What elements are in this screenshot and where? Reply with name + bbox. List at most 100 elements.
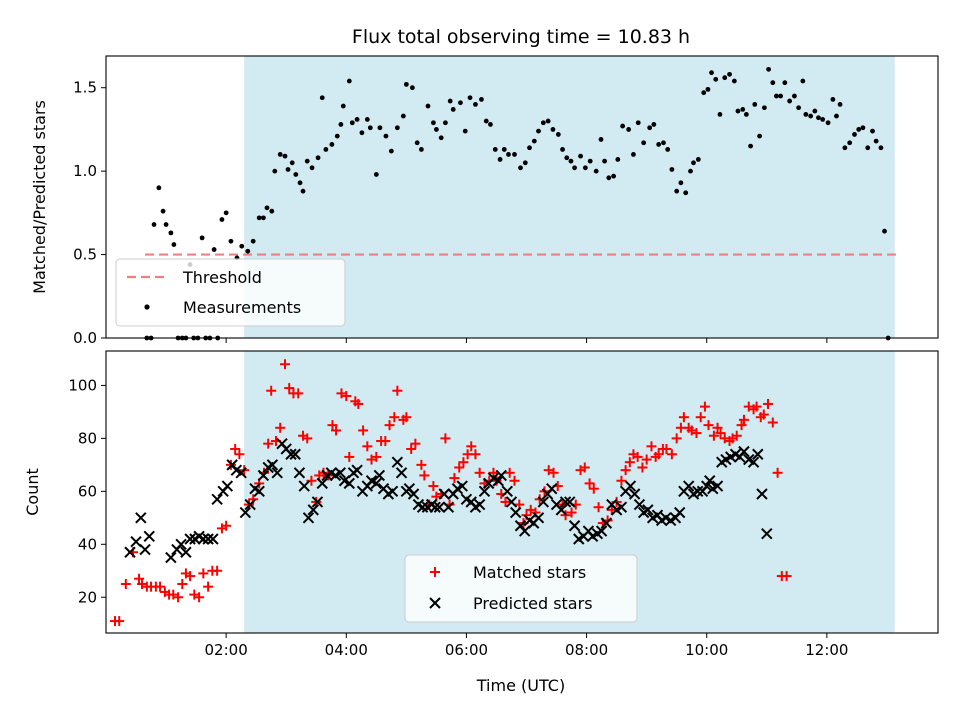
measurement-point <box>272 168 278 174</box>
measurement-point <box>293 172 299 177</box>
measurement-point <box>778 93 784 99</box>
predicted-star-point <box>501 485 513 498</box>
measurement-point <box>160 208 166 214</box>
matched-star-point <box>703 420 714 431</box>
measurement-point <box>752 101 758 107</box>
predicted-star-points <box>124 437 773 564</box>
matched-star-point <box>566 507 577 518</box>
y-tick-label: 40 <box>78 535 97 553</box>
measurement-point <box>545 118 551 124</box>
measurement-point <box>852 132 857 137</box>
predicted-star-point <box>546 482 558 495</box>
measurement-point <box>414 140 420 146</box>
measurement-point <box>171 242 177 247</box>
predicted-star-point <box>756 488 768 500</box>
predicted-star-point <box>139 543 151 556</box>
predicted-star-point <box>595 525 608 537</box>
matched-star-point <box>173 592 184 603</box>
matched-star-point <box>500 496 511 507</box>
measurement-point <box>782 80 788 86</box>
predicted-star-point <box>257 469 270 482</box>
measurement-point <box>647 125 653 131</box>
measurement-point <box>151 222 157 227</box>
predicted-star-point <box>124 546 136 558</box>
predicted-star-point <box>407 488 420 500</box>
measurement-point <box>163 222 169 227</box>
measurement-point <box>825 120 831 126</box>
predicted-star-point <box>244 498 256 511</box>
measurement-point <box>527 145 532 151</box>
matched-star-point <box>758 409 769 420</box>
matched-star-point <box>504 467 515 478</box>
measurement-point <box>631 152 636 157</box>
measurement-point <box>678 180 684 186</box>
measurement-point <box>531 138 537 144</box>
matched-star-point <box>302 433 313 444</box>
measurement-point <box>388 148 394 154</box>
measurement-point <box>757 133 762 139</box>
measurement-point <box>228 238 234 244</box>
measurement-point <box>766 66 771 72</box>
matched-star-point <box>120 579 131 590</box>
predicted-legend-marker <box>429 597 441 609</box>
y-tick-label: 0.0 <box>73 329 97 347</box>
measurement-point <box>606 175 612 181</box>
matched-star-point <box>185 571 196 582</box>
predicted-star-point <box>135 512 147 524</box>
matched-star-point <box>666 449 677 460</box>
predicted-star-point <box>564 496 576 508</box>
y-tick-label: 60 <box>78 482 97 500</box>
matched-star-point <box>762 398 773 409</box>
measurement-point <box>239 243 245 249</box>
predicted-star-point <box>334 467 346 479</box>
predicted-star-point <box>761 527 773 540</box>
predicted-star-point <box>704 475 716 487</box>
predicted-star-point <box>370 477 383 490</box>
observing-window-band-top <box>244 56 895 338</box>
predicted-star-point <box>175 538 187 551</box>
measurement-point <box>661 140 666 146</box>
measurement-point <box>701 90 707 96</box>
measurement-point <box>354 117 360 122</box>
measurement-point <box>598 137 604 142</box>
predicted-star-point <box>438 488 450 500</box>
x-axis-label: Time (UTC) <box>476 676 565 695</box>
matched-star-point <box>266 385 277 396</box>
measurement-point <box>223 210 229 216</box>
measurement-point <box>403 81 409 87</box>
predicted-star-point <box>615 501 628 513</box>
measurement-point <box>865 145 871 151</box>
matched-star-point <box>401 412 412 423</box>
y-tick-label: 20 <box>78 588 97 606</box>
predicted-star-point <box>568 520 581 532</box>
measurement-point <box>593 168 599 174</box>
measurement-point <box>705 86 711 92</box>
matched-star-point <box>194 592 205 603</box>
measurement-point <box>709 70 714 76</box>
predicted-star-point <box>429 501 441 513</box>
measurement-point <box>620 123 626 129</box>
measurement-point <box>394 125 400 131</box>
x-tick-label: 02:00 <box>205 641 248 659</box>
predicted-star-point <box>307 504 319 516</box>
y-tick-label: 80 <box>78 429 97 447</box>
predicted-star-point <box>235 467 247 479</box>
matched-star-point <box>632 451 643 462</box>
ratio-panel: 0.0 0.5 1.0 1.5 Matched/Predicted stars Thr… <box>30 55 939 347</box>
matched-star-point <box>358 425 369 436</box>
measurement-point <box>748 143 753 149</box>
threshold-legend-label: Threshold <box>182 268 262 287</box>
measurements-legend-swatch <box>144 304 150 310</box>
measurement-point <box>683 190 689 196</box>
measurement-point <box>727 71 732 77</box>
measurement-point <box>479 96 484 102</box>
measurement-point <box>856 127 862 132</box>
count-legend: Matched stars Predicted stars <box>404 554 638 623</box>
matched-star-point <box>362 441 373 452</box>
measurement-point <box>359 130 365 136</box>
measurement-point <box>611 173 617 179</box>
measurement-point <box>626 127 632 132</box>
matched-star-point <box>419 470 430 481</box>
measurement-point <box>245 248 251 254</box>
